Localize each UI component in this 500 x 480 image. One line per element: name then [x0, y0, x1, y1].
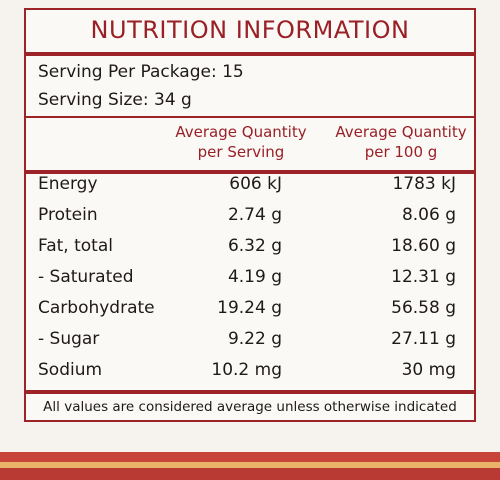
- value-sugar-per-100g: 27.11 g: [391, 329, 456, 349]
- column-header-per-serving-line2: per Serving: [197, 143, 285, 161]
- nutrition-panel: NUTRITION INFORMATION Serving Per Packag…: [24, 8, 476, 422]
- value-sodium-per-serving: 10.2 mg: [211, 360, 282, 380]
- label-title: NUTRITION INFORMATION: [90, 16, 410, 44]
- meta-divider: [26, 116, 474, 118]
- value-protein-per-serving: 2.74 g: [227, 205, 282, 225]
- value-fat-total-per-100g: 18.60 g: [391, 236, 456, 256]
- row-label-saturated: - Saturated: [38, 267, 134, 287]
- value-energy-per-serving: 606 kJ: [229, 174, 282, 194]
- column-header-per-serving: Average Quantity per Serving: [166, 122, 316, 162]
- footer-divider: [26, 390, 474, 394]
- row-label-carbohydrate: Carbohydrate: [38, 298, 155, 318]
- value-saturated-per-serving: 4.19 g: [227, 267, 282, 287]
- footer-note: All values are considered average unless…: [43, 399, 457, 415]
- value-energy-per-100g: 1783 kJ: [392, 174, 456, 194]
- column-header-per-serving-line1: Average Quantity: [175, 123, 307, 141]
- row-label-fat-total: Fat, total: [38, 236, 113, 256]
- value-carbohydrate-per-serving: 19.24 g: [217, 298, 282, 318]
- value-protein-per-100g: 8.06 g: [401, 205, 456, 225]
- column-header-per-100g-line2: per 100 g: [364, 143, 438, 161]
- row-label-energy: Energy: [38, 174, 98, 194]
- package-stripe-gold: [0, 462, 500, 468]
- value-fat-total-per-serving: 6.32 g: [227, 236, 282, 256]
- package-stripe-red: [0, 452, 500, 462]
- value-carbohydrate-per-100g: 56.58 g: [391, 298, 456, 318]
- header-divider: [26, 170, 474, 174]
- row-label-sodium: Sodium: [38, 360, 103, 380]
- row-label-protein: Protein: [38, 205, 98, 225]
- serving-size: Serving Size: 34 g: [38, 90, 192, 110]
- package-stripe-dark-red: [0, 468, 500, 480]
- value-sugar-per-serving: 9.22 g: [227, 329, 282, 349]
- value-sodium-per-100g: 30 mg: [401, 360, 456, 380]
- serving-per-package: Serving Per Package: 15: [38, 62, 244, 82]
- row-label-sugar: - Sugar: [38, 329, 100, 349]
- title-divider: [26, 52, 474, 56]
- value-saturated-per-100g: 12.31 g: [391, 267, 456, 287]
- column-header-per-100g-line1: Average Quantity: [335, 123, 467, 141]
- column-header-per-100g: Average Quantity per 100 g: [326, 122, 476, 162]
